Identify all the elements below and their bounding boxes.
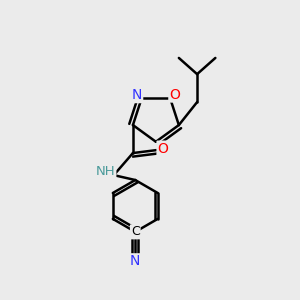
Text: O: O	[169, 88, 180, 101]
Text: N: N	[130, 254, 140, 268]
Text: C: C	[131, 225, 140, 239]
Text: N: N	[132, 88, 142, 102]
Text: NH: NH	[96, 165, 116, 178]
Text: O: O	[158, 142, 168, 156]
